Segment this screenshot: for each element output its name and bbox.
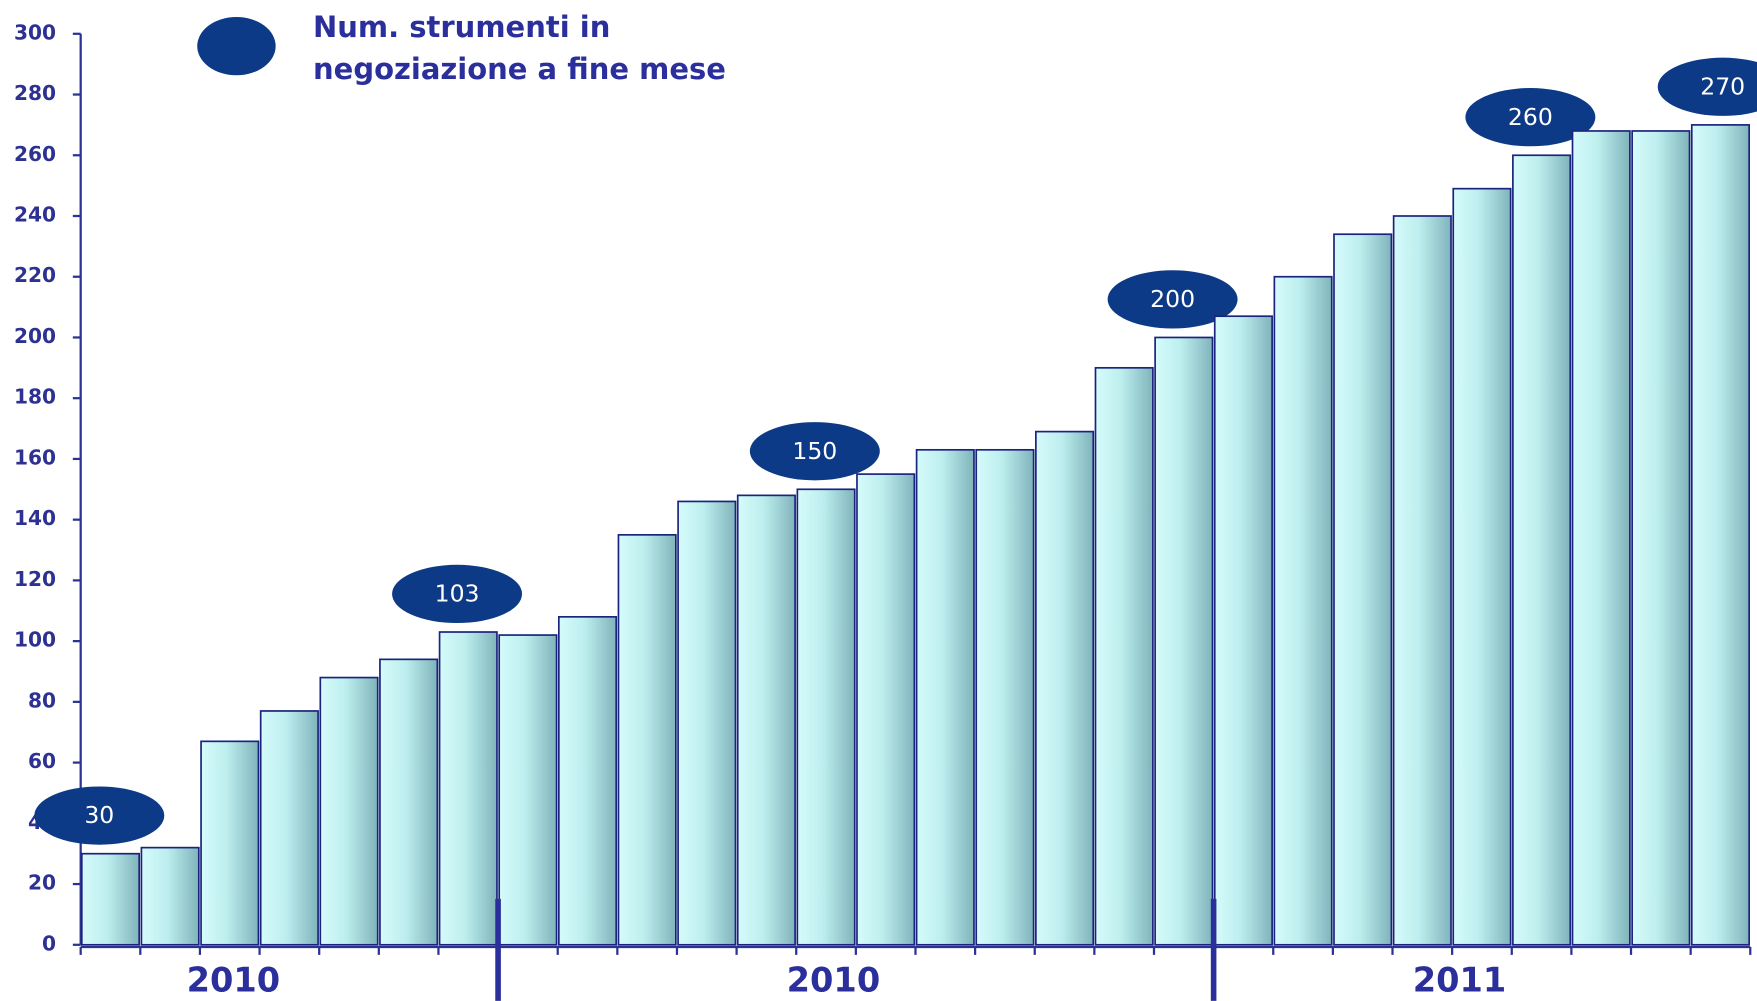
value-label-bubble	[1465, 88, 1596, 147]
value-label-bubble	[1107, 270, 1238, 329]
bar	[140, 846, 200, 946]
group-label: 2010	[187, 960, 281, 999]
bar	[438, 631, 498, 946]
bar	[1213, 315, 1273, 946]
legend-swatch	[197, 16, 276, 76]
y-tick-label: 140	[14, 506, 56, 530]
value-label: 270	[1700, 72, 1745, 100]
value-label: 260	[1508, 103, 1553, 131]
value-label-bubble	[392, 564, 523, 624]
bar	[856, 473, 916, 946]
y-tick-label: 180	[14, 385, 56, 409]
value-label: 30	[84, 801, 114, 829]
bar	[796, 488, 856, 946]
bar	[557, 615, 618, 946]
y-tick-label: 280	[14, 81, 56, 105]
y-tick-label: 260	[14, 142, 56, 166]
y-tick-label: 0	[42, 931, 56, 955]
y-tick-label: 220	[14, 263, 56, 287]
bar	[975, 448, 1035, 946]
y-tick-label: 100	[14, 628, 56, 652]
bar	[1273, 275, 1333, 946]
value-label: 150	[792, 437, 837, 465]
bar	[200, 740, 260, 946]
legend-label: Num. strumenti in negoziazione a fine me…	[313, 10, 726, 86]
group-label: 2011	[1413, 960, 1507, 999]
bar	[617, 534, 677, 946]
bar	[80, 852, 141, 946]
bar	[259, 710, 319, 946]
y-tick-label: 300	[14, 20, 56, 44]
bar	[736, 494, 796, 946]
group-label: 2010	[787, 960, 881, 999]
bar	[1392, 215, 1452, 946]
y-tick-label: 60	[28, 749, 56, 773]
bar	[1631, 130, 1691, 946]
bar	[379, 658, 439, 946]
value-label-bubble	[749, 422, 880, 481]
bar	[319, 676, 379, 946]
bar	[1035, 430, 1095, 946]
bar	[1571, 130, 1631, 946]
y-tick-label: 20	[28, 871, 56, 895]
bar	[1094, 366, 1154, 946]
value-label-bubble	[34, 786, 165, 845]
bar	[1333, 233, 1393, 946]
y-tick-label: 240	[14, 202, 56, 226]
y-tick-label: 200	[14, 324, 56, 348]
y-tick-label: 120	[14, 567, 56, 591]
bar	[1154, 336, 1214, 946]
value-label: 200	[1150, 285, 1195, 313]
bar	[1452, 187, 1512, 946]
bar	[1690, 124, 1750, 946]
bar	[1512, 154, 1572, 946]
value-label-bubble	[1657, 57, 1757, 116]
y-tick-label: 160	[14, 445, 56, 469]
bar	[498, 634, 558, 946]
bar	[677, 500, 737, 946]
y-tick-label: 80	[28, 688, 56, 712]
bar	[915, 448, 975, 946]
value-label: 103	[435, 580, 480, 608]
